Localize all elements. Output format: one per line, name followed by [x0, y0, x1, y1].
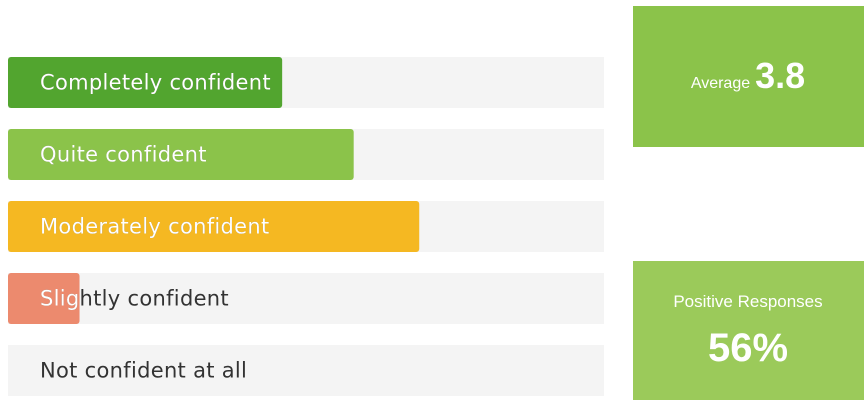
bar	[8, 201, 420, 252]
bar-label-overlay: Moderately confident	[40, 215, 270, 239]
bar	[8, 129, 354, 180]
kpi-label: Average	[691, 75, 750, 92]
bar-track	[8, 345, 604, 396]
kpi-box	[633, 6, 864, 147]
bar-label: Quite confident	[40, 143, 207, 167]
kpi-box	[633, 261, 864, 400]
bar-track	[8, 273, 604, 324]
kpi-label: Positive Responses	[673, 292, 822, 311]
bar	[8, 57, 283, 108]
bar	[8, 273, 80, 324]
kpi-value: 56%	[708, 326, 788, 370]
bar-label-overlay: Completely confident	[40, 71, 271, 95]
bar-label: Not confident at all	[40, 359, 247, 383]
bar-label: Slightly confident	[40, 287, 229, 311]
bar-label: Moderately confident	[40, 215, 270, 239]
bar-label: Completely confident	[40, 71, 271, 95]
bar-label-overlay: Quite confident	[40, 143, 207, 167]
kpi-text: Average 3.8	[691, 55, 805, 96]
kpi-value: 3.8	[755, 55, 805, 96]
bar-label-overlay: Slightly confident	[40, 287, 229, 311]
